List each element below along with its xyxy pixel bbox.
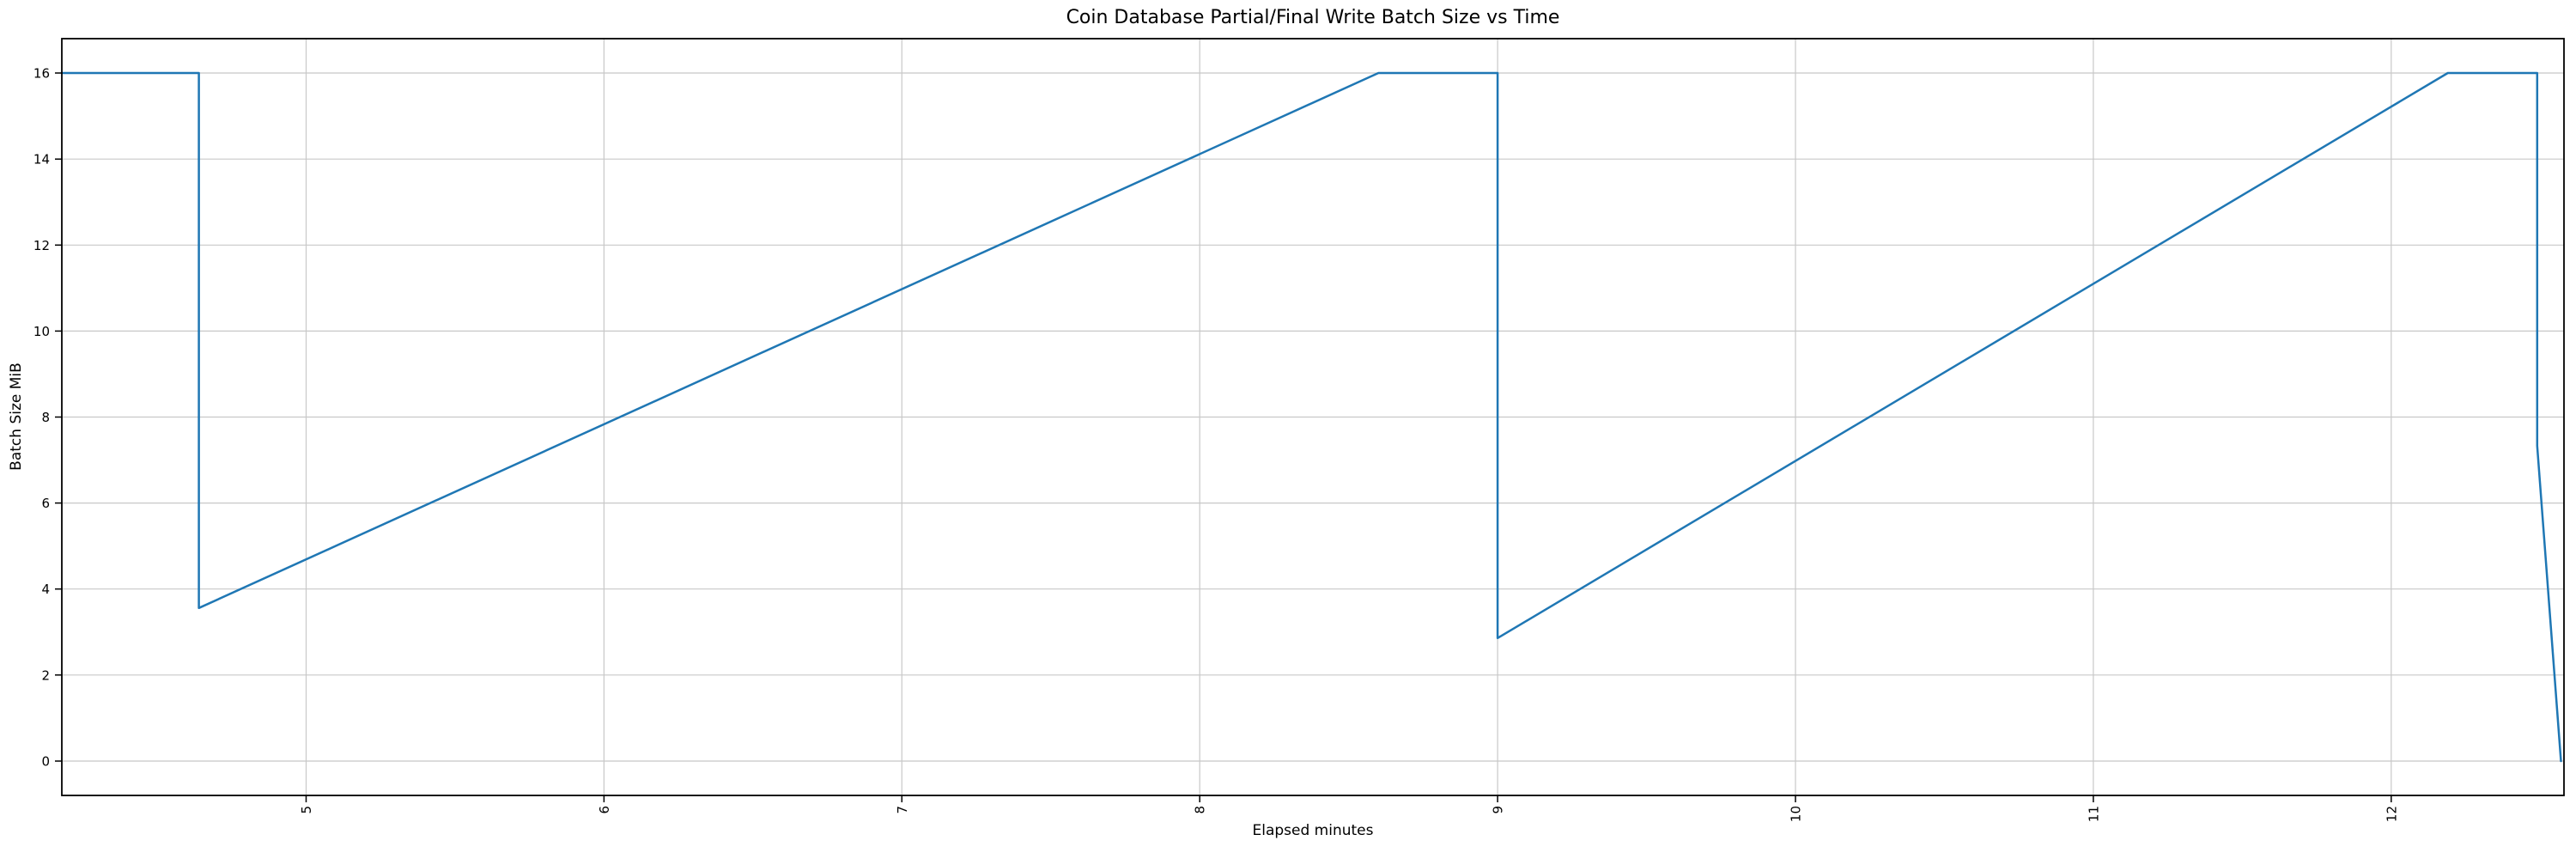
x-tick-label: 8	[1193, 806, 1208, 814]
y-tick-label: 0	[41, 754, 50, 770]
x-tick-label: 11	[2086, 806, 2101, 822]
x-tick-label: 10	[1789, 806, 1804, 822]
y-tick-label: 10	[33, 324, 50, 339]
y-tick-label: 14	[33, 152, 50, 168]
x-tick-label: 6	[597, 806, 612, 814]
series-line-write-batch-size	[60, 71, 2562, 763]
y-tick-label: 2	[41, 667, 50, 683]
y-axis-label: Batch Size MiB	[8, 362, 25, 471]
x-tick-label: 5	[299, 806, 314, 814]
axis-ticks: 5 6 7 8 9 10 11 12 0 2 4 6 8 10 12 14 16	[33, 66, 2399, 823]
x-tick-label: 7	[895, 806, 910, 814]
x-tick-label: 12	[2384, 806, 2399, 822]
y-tick-label: 8	[41, 410, 50, 425]
y-tick-label: 16	[33, 66, 50, 82]
x-axis-label: Elapsed minutes	[1252, 822, 1374, 839]
grid-lines	[62, 39, 2564, 795]
x-tick-label: 9	[1491, 806, 1506, 814]
y-tick-label: 12	[33, 238, 50, 253]
chart-title: Coin Database Partial/Final Write Batch …	[1066, 7, 1560, 28]
y-tick-label: 6	[41, 496, 50, 511]
y-tick-label: 4	[41, 582, 50, 597]
